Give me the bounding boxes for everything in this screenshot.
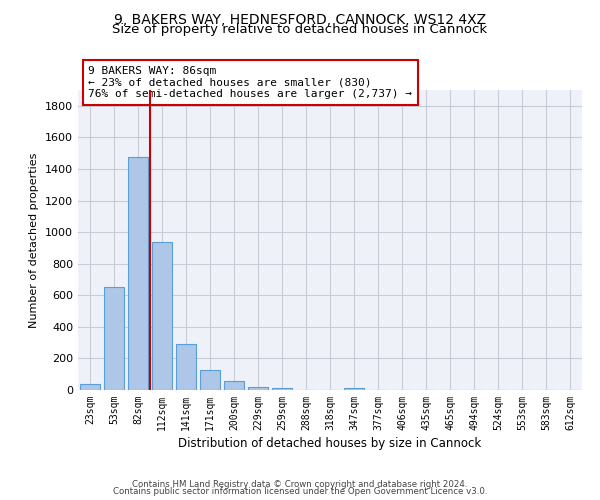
Text: Contains HM Land Registry data © Crown copyright and database right 2024.: Contains HM Land Registry data © Crown c… [132, 480, 468, 489]
Bar [152, 242, 172, 390]
Bar [200, 370, 220, 390]
Bar [248, 386, 268, 390]
Bar [128, 157, 148, 390]
Bar [224, 380, 244, 390]
Text: Contains public sector information licensed under the Open Government Licence v3: Contains public sector information licen… [113, 487, 487, 496]
Bar [272, 388, 292, 390]
Bar [176, 344, 196, 390]
X-axis label: Distribution of detached houses by size in Cannock: Distribution of detached houses by size … [178, 437, 482, 450]
Y-axis label: Number of detached properties: Number of detached properties [29, 152, 40, 328]
Text: 9 BAKERS WAY: 86sqm
← 23% of detached houses are smaller (830)
76% of semi-detac: 9 BAKERS WAY: 86sqm ← 23% of detached ho… [88, 66, 412, 99]
Text: Size of property relative to detached houses in Cannock: Size of property relative to detached ho… [112, 22, 488, 36]
Bar [80, 384, 100, 390]
Text: 9, BAKERS WAY, HEDNESFORD, CANNOCK, WS12 4XZ: 9, BAKERS WAY, HEDNESFORD, CANNOCK, WS12… [114, 12, 486, 26]
Bar [344, 388, 364, 390]
Bar [104, 288, 124, 390]
